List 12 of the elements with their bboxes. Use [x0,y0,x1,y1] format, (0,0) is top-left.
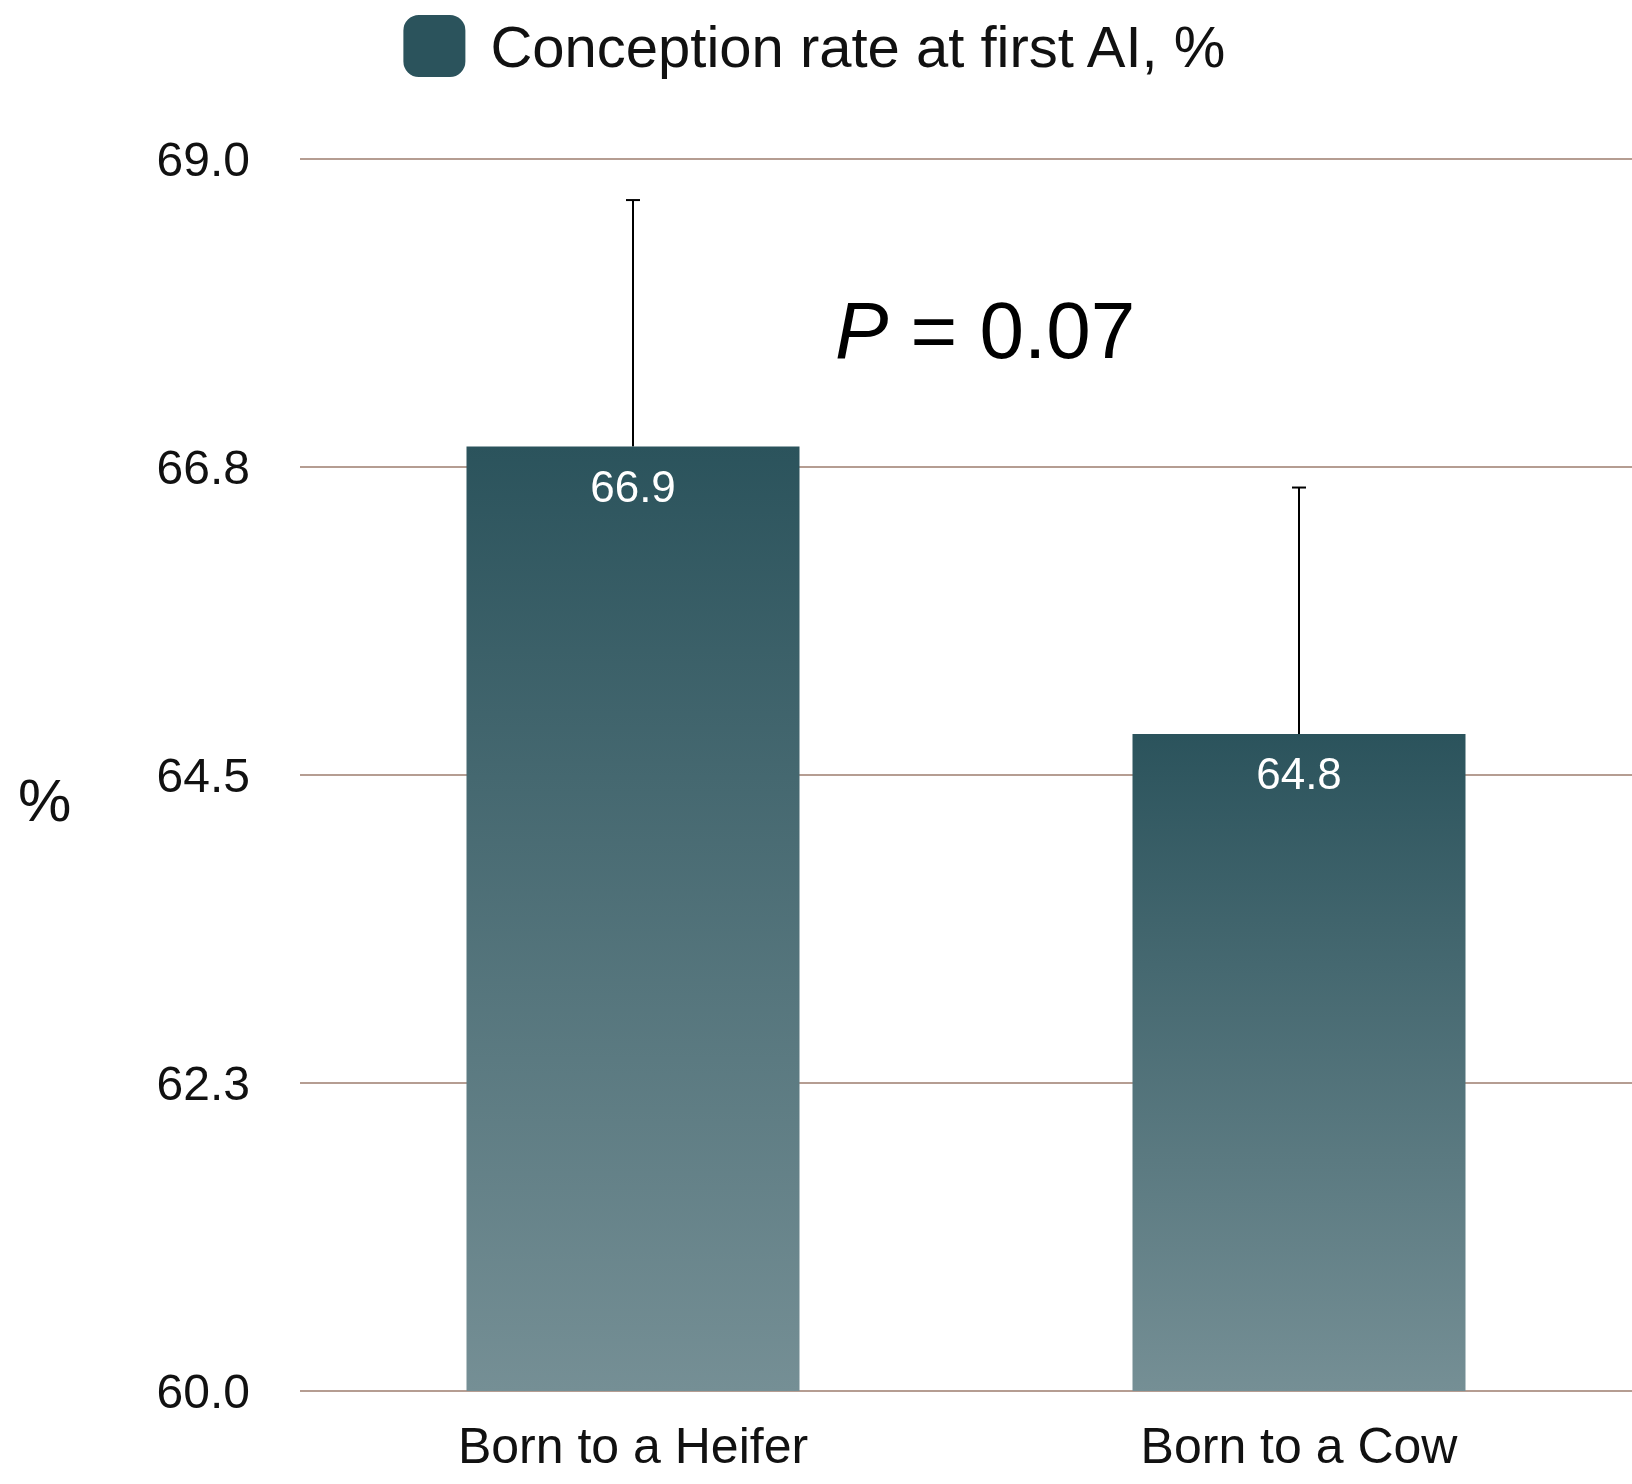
y-tick-label: 69.0 [156,132,250,186]
y-tick-label: 60.0 [156,1364,250,1418]
y-tick-label: 64.5 [156,748,250,802]
legend-label: Conception rate at first AI, % [490,13,1226,79]
y-axis-title: % [18,766,72,834]
data-label: 66.9 [590,461,676,511]
x-tick-label: Born to a Heifer [457,1418,809,1474]
x-tick-label: Born to a Cow [1140,1418,1459,1474]
y-tick-label: 66.8 [156,440,250,494]
y-tick-label: 62.3 [156,1056,250,1110]
data-label: 64.8 [1256,749,1342,799]
annotation: P = 0.07 [835,285,1136,375]
